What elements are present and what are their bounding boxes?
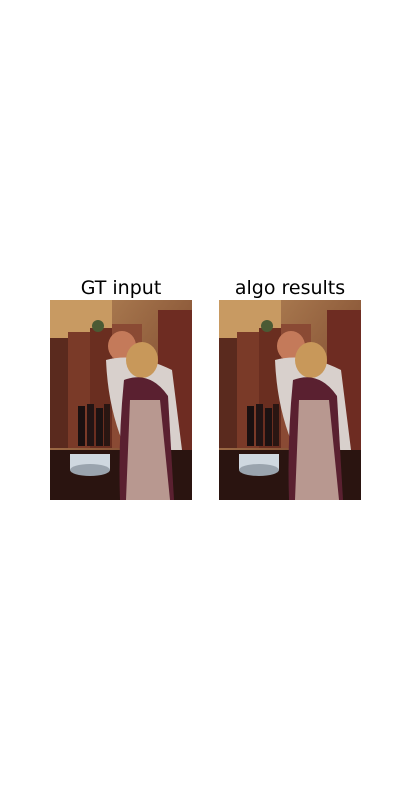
gt-input-panel: GT input [50,276,192,500]
algo-results-panel: algo results [219,276,361,500]
algo-results-photo [219,300,361,500]
gt-input-photo [50,300,192,500]
gt-input-title: GT input [80,277,162,299]
algo-results-title: algo results [234,277,346,299]
